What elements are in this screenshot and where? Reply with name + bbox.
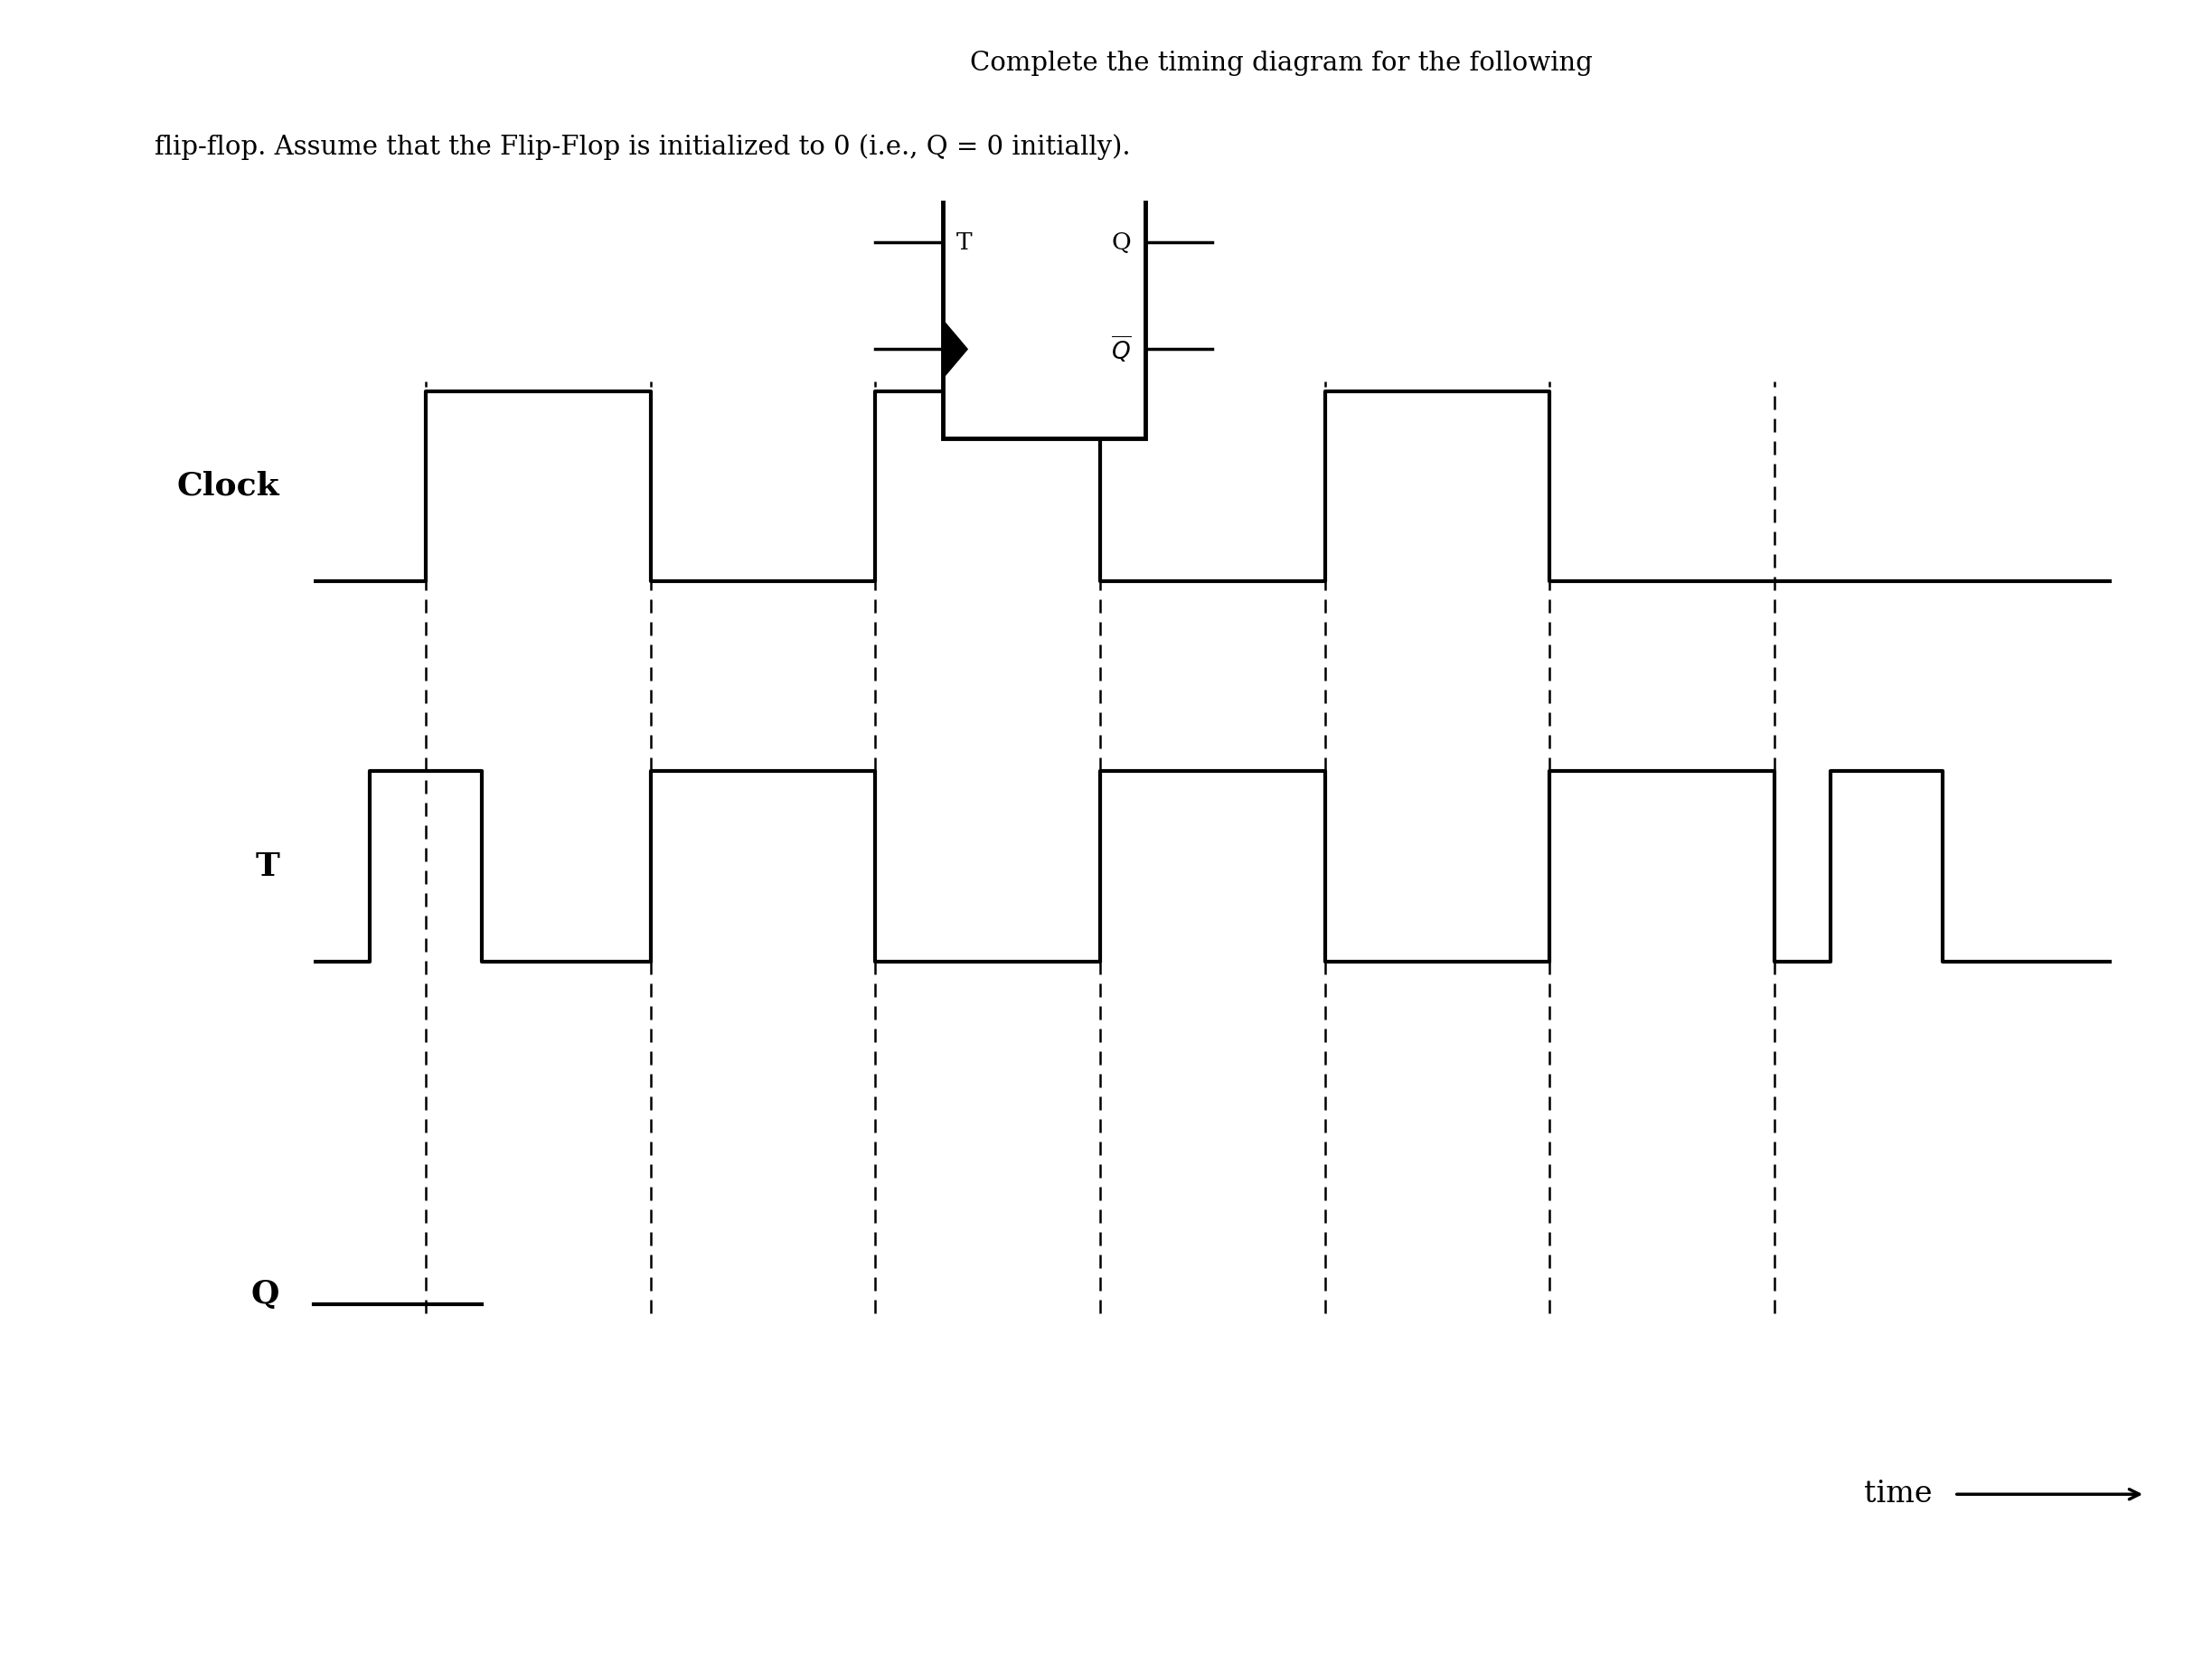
Text: Q: Q xyxy=(252,1280,279,1310)
Text: Q: Q xyxy=(1113,231,1133,254)
Text: Clock: Clock xyxy=(177,470,279,502)
Text: $\overline{Q}$: $\overline{Q}$ xyxy=(1110,335,1133,365)
Text: Complete the timing diagram for the following: Complete the timing diagram for the foll… xyxy=(971,50,1593,75)
Bar xyxy=(942,154,1146,438)
Text: flip-flop. Assume that the Flip-Flop is initialized to 0 (i.e., Q = 0 initially): flip-flop. Assume that the Flip-Flop is … xyxy=(155,134,1130,161)
Polygon shape xyxy=(942,320,967,378)
Text: T: T xyxy=(254,852,279,882)
Text: time: time xyxy=(1865,1481,1933,1509)
Text: T: T xyxy=(956,231,971,254)
